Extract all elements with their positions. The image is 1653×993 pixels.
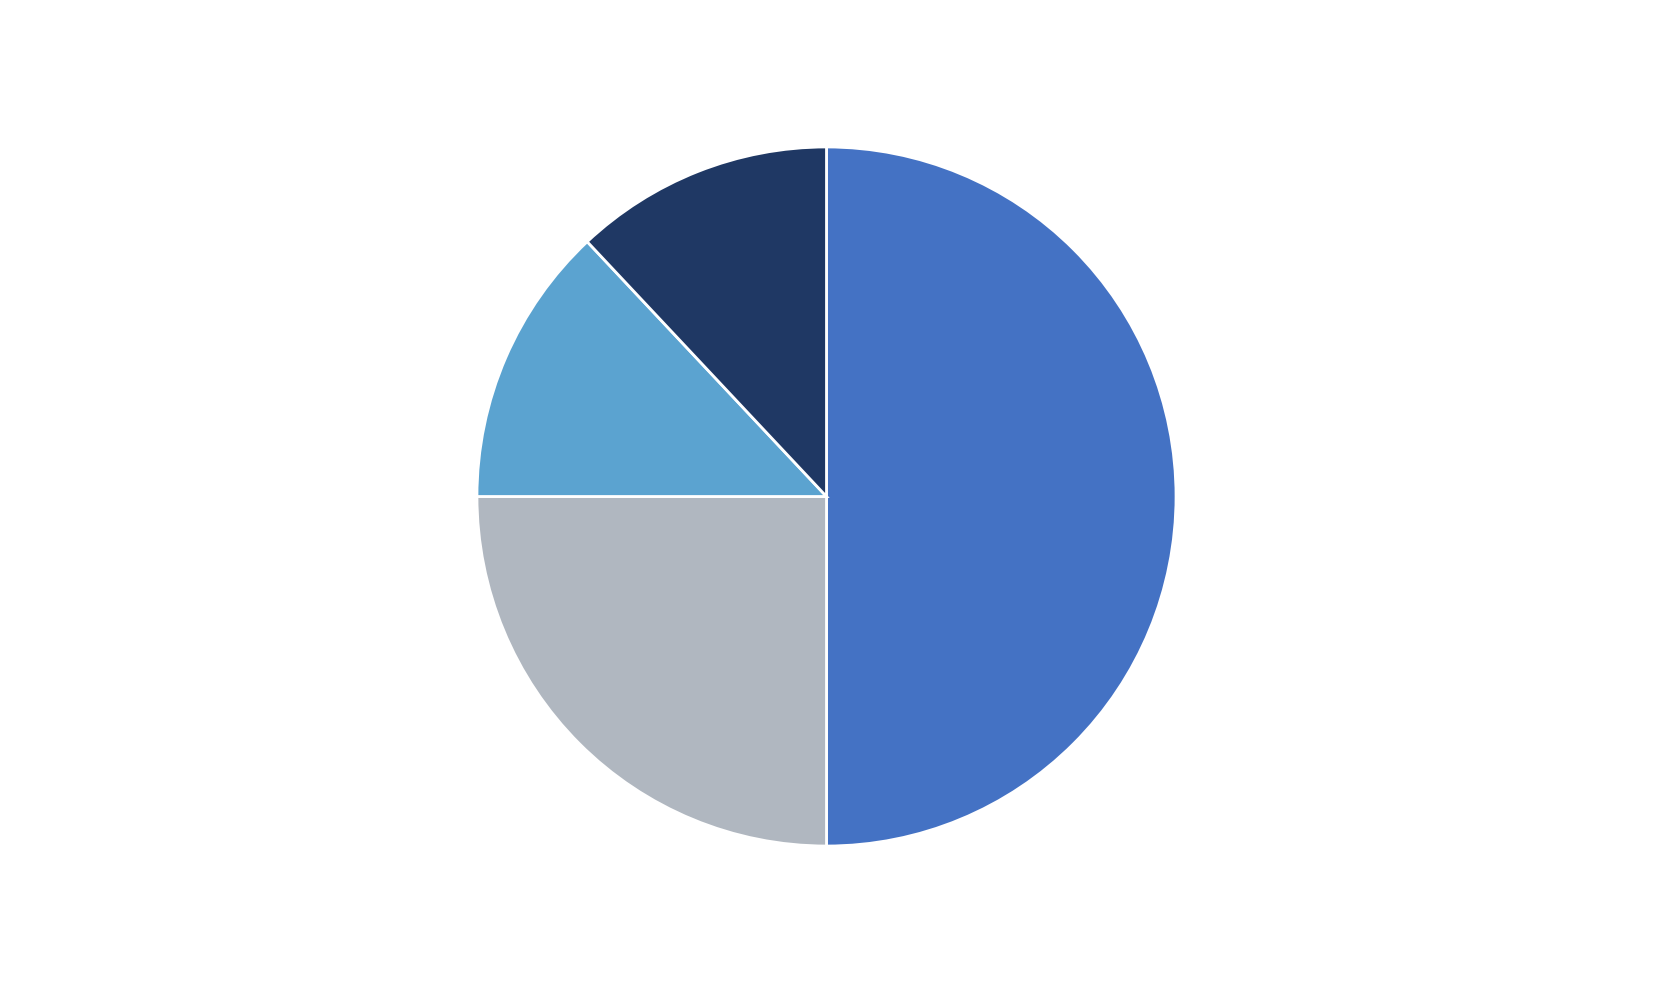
Wedge shape — [478, 241, 826, 496]
Wedge shape — [587, 147, 826, 496]
Wedge shape — [826, 147, 1175, 846]
Wedge shape — [478, 496, 826, 846]
